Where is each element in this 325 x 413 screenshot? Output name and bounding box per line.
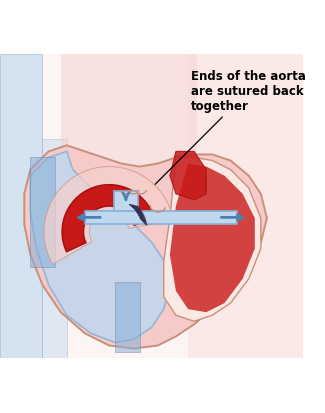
Polygon shape <box>61 55 197 170</box>
Polygon shape <box>43 140 67 358</box>
Polygon shape <box>164 158 261 321</box>
Polygon shape <box>170 164 255 312</box>
Text: Ends of the aorta
are sutured back
together: Ends of the aorta are sutured back toget… <box>155 70 306 185</box>
Polygon shape <box>188 55 303 358</box>
Polygon shape <box>0 55 43 358</box>
Polygon shape <box>30 158 55 267</box>
Polygon shape <box>24 146 267 349</box>
Polygon shape <box>170 152 206 200</box>
Polygon shape <box>114 191 138 211</box>
Polygon shape <box>0 55 303 358</box>
Polygon shape <box>85 211 237 225</box>
Polygon shape <box>44 167 174 265</box>
Polygon shape <box>62 185 155 252</box>
Polygon shape <box>30 152 170 343</box>
Polygon shape <box>115 282 139 352</box>
